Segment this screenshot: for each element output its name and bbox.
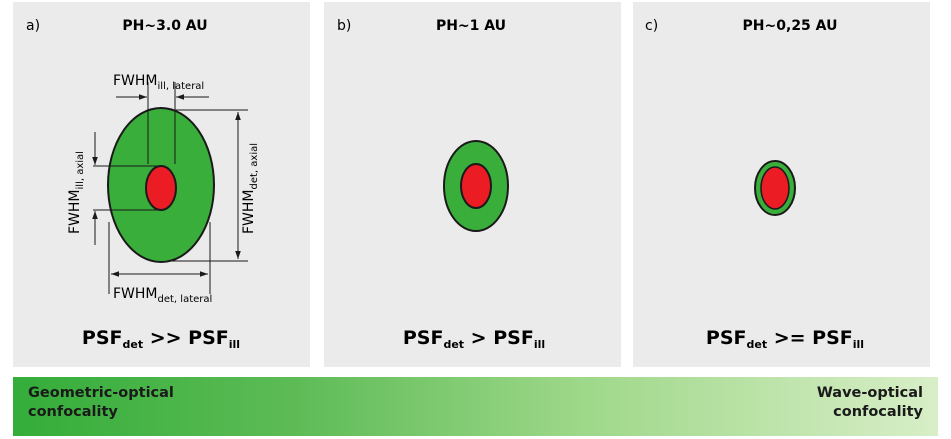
panel-c-title: PH~0,25 AU <box>743 18 838 34</box>
panel-a-title: PH~3.0 AU <box>122 18 207 34</box>
panel-a-letter: a) <box>26 18 40 34</box>
panel-a: a) PH~3.0 AU FWHMill, later <box>13 2 310 367</box>
panel-a-diagram: a) PH~3.0 AU FWHMill, later <box>26 18 260 351</box>
fwhm-det-lateral-label: FWHMdet, lateral <box>113 286 212 305</box>
illumination-psf-c <box>760 166 790 210</box>
panel-c-formula: PSFdet >= PSFill <box>706 327 864 351</box>
panel-b-letter: b) <box>337 18 351 34</box>
illumination-psf-a <box>145 165 177 211</box>
panel-a-formula: PSFdet >> PSFill <box>82 327 240 351</box>
fwhm-ill-lateral-label: FWHMill, lateral <box>113 73 204 92</box>
panel-b: b) PH~1 AU PSFdet > PSFill <box>324 2 621 367</box>
confocality-scale-bar: Geometric-optical confocality Wave-optic… <box>13 377 938 436</box>
panel-b-title: PH~1 AU <box>436 18 506 34</box>
panel-c-letter: c) <box>645 18 658 34</box>
panel-b-formula: PSFdet > PSFill <box>403 327 545 351</box>
geometric-optical-label: Geometric-optical confocality <box>28 385 174 420</box>
panel-b-diagram: b) PH~1 AU PSFdet > PSFill <box>337 18 545 351</box>
panel-c-diagram: c) PH~0,25 AU PSFdet >= PSFill <box>645 18 864 351</box>
panel-c: c) PH~0,25 AU PSFdet >= PSFill <box>633 2 930 367</box>
illumination-psf-b <box>460 163 492 209</box>
fwhm-ill-axial-label: FWHMill, axial <box>67 151 86 234</box>
wave-optical-label: Wave-optical confocality <box>816 385 923 420</box>
fwhm-det-axial-label: FWHMdet, axial <box>241 143 260 234</box>
